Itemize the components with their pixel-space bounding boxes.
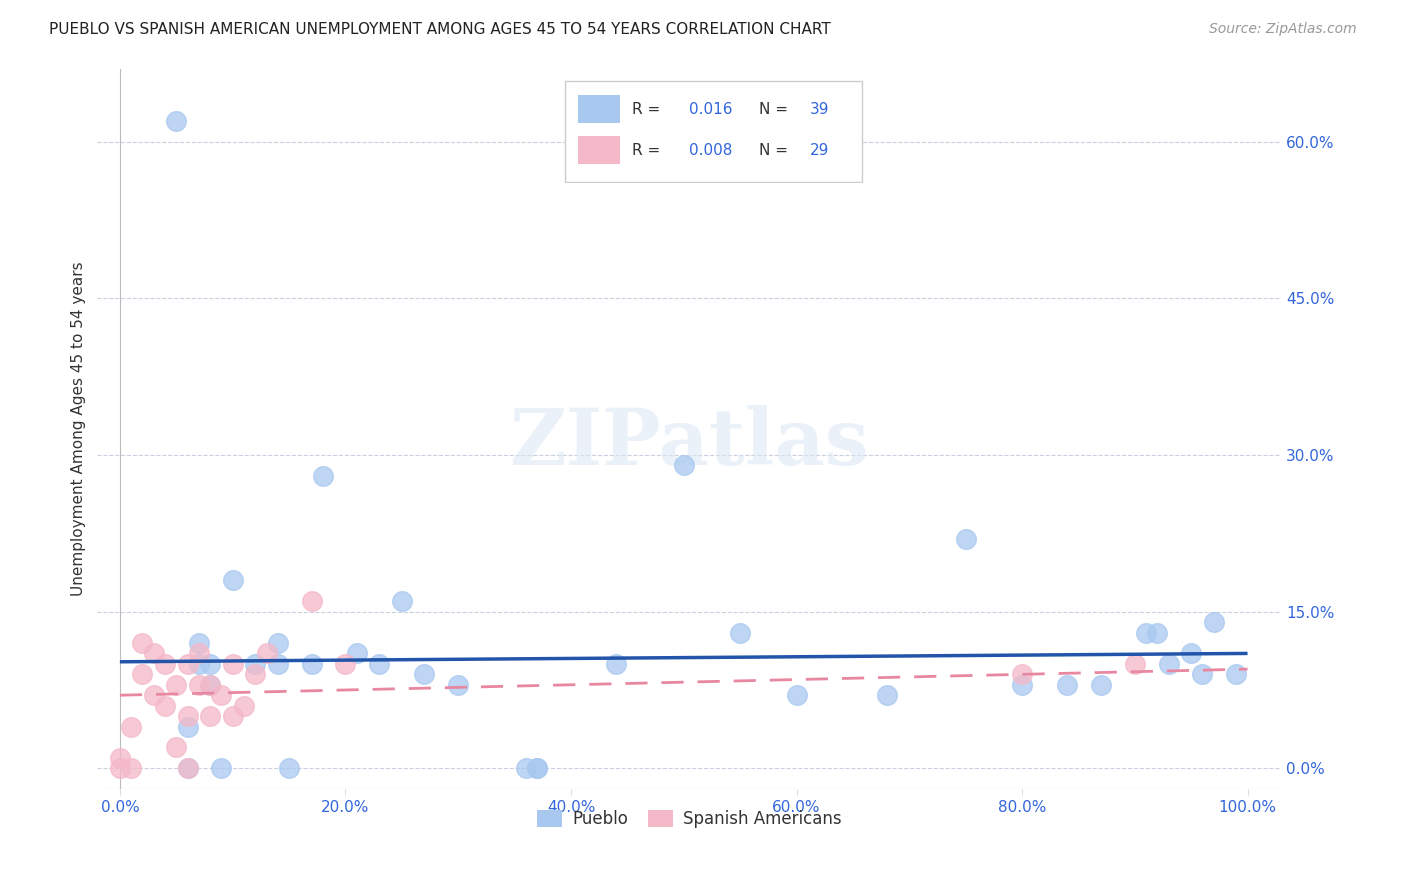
Text: N =: N = — [759, 102, 793, 117]
Point — [301, 657, 323, 671]
Point — [176, 657, 198, 671]
Point — [120, 761, 142, 775]
Point — [267, 657, 290, 671]
Point — [267, 636, 290, 650]
Point — [1135, 625, 1157, 640]
Point — [165, 740, 187, 755]
Point — [1123, 657, 1146, 671]
Point — [526, 761, 548, 775]
Point — [1191, 667, 1213, 681]
Point — [198, 678, 221, 692]
Point — [142, 688, 165, 702]
Text: Source: ZipAtlas.com: Source: ZipAtlas.com — [1209, 22, 1357, 37]
Text: R =: R = — [631, 143, 665, 158]
Point — [131, 667, 153, 681]
Point — [526, 761, 548, 775]
Point — [1056, 678, 1078, 692]
Text: R =: R = — [631, 102, 665, 117]
Point — [176, 720, 198, 734]
Point — [1202, 615, 1225, 629]
Text: 29: 29 — [810, 143, 830, 158]
Point — [672, 458, 695, 473]
FancyBboxPatch shape — [565, 81, 862, 182]
Point — [142, 647, 165, 661]
Point — [312, 468, 335, 483]
Point — [245, 667, 267, 681]
Point — [233, 698, 256, 713]
Point — [221, 709, 243, 723]
Text: PUEBLO VS SPANISH AMERICAN UNEMPLOYMENT AMONG AGES 45 TO 54 YEARS CORRELATION CH: PUEBLO VS SPANISH AMERICAN UNEMPLOYMENT … — [49, 22, 831, 37]
Point — [955, 532, 977, 546]
FancyBboxPatch shape — [578, 136, 620, 164]
Point — [176, 709, 198, 723]
Point — [301, 594, 323, 608]
Point — [605, 657, 627, 671]
Point — [1180, 647, 1202, 661]
Point — [413, 667, 436, 681]
Point — [131, 636, 153, 650]
Point — [209, 761, 232, 775]
Point — [515, 761, 537, 775]
Point — [346, 647, 368, 661]
Point — [368, 657, 391, 671]
Point — [165, 678, 187, 692]
Point — [108, 751, 131, 765]
Point — [1090, 678, 1112, 692]
Point — [153, 657, 176, 671]
Point — [153, 698, 176, 713]
Text: 0.016: 0.016 — [689, 102, 733, 117]
Point — [728, 625, 751, 640]
Point — [221, 574, 243, 588]
Point — [187, 647, 209, 661]
Legend: Pueblo, Spanish Americans: Pueblo, Spanish Americans — [530, 804, 848, 835]
Point — [447, 678, 470, 692]
Point — [1011, 678, 1033, 692]
Text: 39: 39 — [810, 102, 830, 117]
Point — [187, 678, 209, 692]
Point — [209, 688, 232, 702]
Point — [278, 761, 301, 775]
Point — [108, 761, 131, 775]
Point — [120, 720, 142, 734]
Point — [176, 761, 198, 775]
Point — [198, 678, 221, 692]
Point — [256, 647, 278, 661]
Point — [187, 636, 209, 650]
Point — [198, 709, 221, 723]
Point — [198, 657, 221, 671]
Point — [245, 657, 267, 671]
FancyBboxPatch shape — [578, 95, 620, 123]
Point — [221, 657, 243, 671]
Point — [1146, 625, 1168, 640]
Point — [187, 657, 209, 671]
Point — [1225, 667, 1247, 681]
Point — [876, 688, 898, 702]
Point — [165, 113, 187, 128]
Y-axis label: Unemployment Among Ages 45 to 54 years: Unemployment Among Ages 45 to 54 years — [72, 261, 86, 596]
Point — [176, 761, 198, 775]
Text: ZIPatlas: ZIPatlas — [509, 405, 869, 482]
Text: 0.008: 0.008 — [689, 143, 733, 158]
Point — [1157, 657, 1180, 671]
Point — [786, 688, 808, 702]
Point — [335, 657, 357, 671]
Point — [1011, 667, 1033, 681]
Text: N =: N = — [759, 143, 793, 158]
Point — [391, 594, 413, 608]
